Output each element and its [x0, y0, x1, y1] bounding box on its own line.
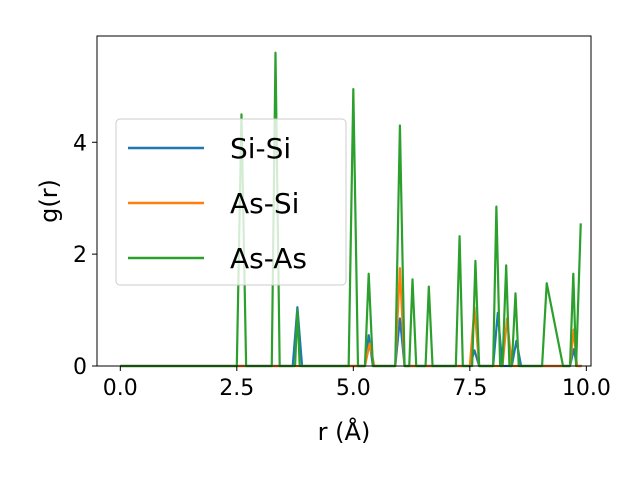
x-tick-label: 7.5	[452, 376, 487, 401]
legend-label: Si-Si	[230, 132, 291, 165]
y-tick-label: 0	[73, 355, 87, 380]
legend-label: As-As	[230, 242, 307, 275]
x-tick-label: 2.5	[219, 376, 254, 401]
series-line-as-as	[120, 51, 582, 368]
ticks-layer: 0.0 2.5 5.0 7.5 10.0 0 2 4	[73, 131, 611, 401]
y-tick-label: 4	[73, 131, 87, 156]
x-tick-label: 10.0	[562, 376, 611, 401]
x-tick-label: 0.0	[103, 376, 138, 401]
x-tick-label: 5.0	[336, 376, 371, 401]
x-axis-label: r (Å)	[318, 417, 371, 446]
plot-area-frame	[96, 35, 592, 367]
y-axis-label: g(r)	[35, 179, 63, 223]
y-tick-label: 2	[73, 243, 87, 268]
legend: Si-Si As-Si As-As	[115, 118, 347, 286]
legend-label: As-Si	[230, 187, 299, 220]
legend-box	[115, 118, 347, 286]
